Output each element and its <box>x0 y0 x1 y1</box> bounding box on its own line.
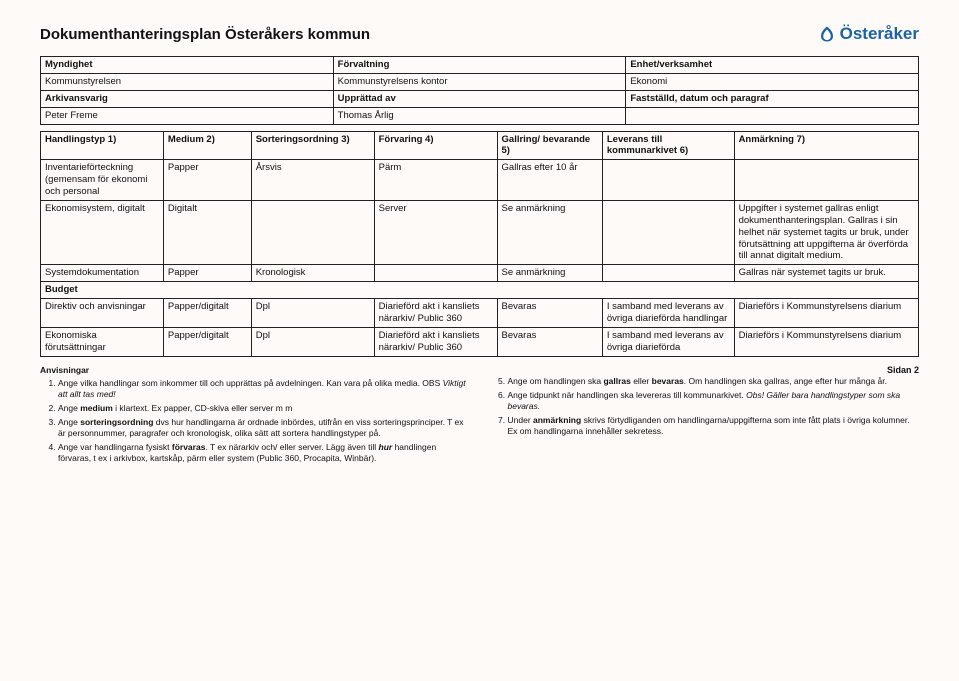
table-row: Direktiv och anvisningar Papper/digitalt… <box>41 299 919 328</box>
cell: Ekonomisystem, digitalt <box>41 200 164 264</box>
cell: Gallras efter 10 år <box>497 160 602 201</box>
cell: Inventarieförteckning (gemensam för ekon… <box>41 160 164 201</box>
footer-left: Anvisningar Ange vilka handlingar som in… <box>40 365 470 467</box>
label-enhet: Enhet/verksamhet <box>626 57 919 74</box>
cell: Server <box>374 200 497 264</box>
note-5: Ange om handlingen ska gallras eller bev… <box>508 376 920 387</box>
footer: Anvisningar Ange vilka handlingar som in… <box>40 365 919 467</box>
col-leverans: Leverans till kommunarkivet 6) <box>602 131 734 160</box>
table-row: Ekonomiska förutsättningar Papper/digita… <box>41 327 919 356</box>
label-forvaltning: Förvaltning <box>333 57 626 74</box>
brand-text: Österåker <box>840 24 919 44</box>
note-2: Ange medium i klartext. Ex papper, CD-sk… <box>58 403 470 414</box>
footer-heading: Anvisningar <box>40 365 470 376</box>
label-upprattad: Upprättad av <box>333 90 626 107</box>
col-forvaring: Förvaring 4) <box>374 131 497 160</box>
cell <box>734 160 918 201</box>
cell: Se anmärkning <box>497 265 602 282</box>
cell: Systemdokumentation <box>41 265 164 282</box>
col-gallring: Gallring/ bevarande 5) <box>497 131 602 160</box>
cell <box>602 200 734 264</box>
value-enhet: Ekonomi <box>626 73 919 90</box>
cell: I samband med leverans av övriga diarief… <box>602 327 734 356</box>
cell <box>251 200 374 264</box>
page-number: Sidan 2 <box>490 365 920 377</box>
col-sortering: Sorteringsordning 3) <box>251 131 374 160</box>
value-faststalld <box>626 107 919 124</box>
col-medium: Medium 2) <box>163 131 251 160</box>
cell: Diarieförd akt i kansliets närarkiv/ Pub… <box>374 299 497 328</box>
cell: Diarieförd akt i kansliets närarkiv/ Pub… <box>374 327 497 356</box>
value-forvaltning: Kommunstyrelsens kontor <box>333 73 626 90</box>
cell <box>602 160 734 201</box>
table-header-row: Handlingstyp 1) Medium 2) Sorteringsordn… <box>41 131 919 160</box>
cell: Papper/digitalt <box>163 299 251 328</box>
note-4: Ange var handlingarna fysiskt förvaras. … <box>58 442 470 464</box>
label-myndighet: Myndighet <box>41 57 334 74</box>
table-row: Inventarieförteckning (gemensam för ekon… <box>41 160 919 201</box>
note-1: Ange vilka handlingar som inkommer till … <box>58 378 470 400</box>
cell: Uppgifter i systemet gallras enligt doku… <box>734 200 918 264</box>
note-7: Under anmärkning skrivs förtydliganden o… <box>508 415 920 437</box>
col-handlingstyp: Handlingstyp 1) <box>41 131 164 160</box>
cell: Bevaras <box>497 299 602 328</box>
label-arkivansvarig: Arkivansvarig <box>41 90 334 107</box>
footer-right: Sidan 2 Ange om handlingen ska gallras e… <box>490 365 920 467</box>
main-table: Handlingstyp 1) Medium 2) Sorteringsordn… <box>40 131 919 357</box>
value-myndighet: Kommunstyrelsen <box>41 73 334 90</box>
table-row: Systemdokumentation Papper Kronologisk S… <box>41 265 919 282</box>
cell: Ekonomiska förutsättningar <box>41 327 164 356</box>
info-table: Myndighet Förvaltning Enhet/verksamhet K… <box>40 56 919 125</box>
cell: Diarieförs i Kommunstyrelsens diarium <box>734 299 918 328</box>
cell: Diarieförs i Kommunstyrelsens diarium <box>734 327 918 356</box>
page-title: Dokumenthanteringsplan Österåkers kommun <box>40 26 370 43</box>
cell: Direktiv och anvisningar <box>41 299 164 328</box>
cell: Papper/digitalt <box>163 327 251 356</box>
cell: Dpl <box>251 299 374 328</box>
value-upprattad: Thomas Årlig <box>333 107 626 124</box>
value-arkivansvarig: Peter Freme <box>41 107 334 124</box>
cell: Pärm <box>374 160 497 201</box>
table-row: Ekonomisystem, digitalt Digitalt Server … <box>41 200 919 264</box>
section-budget: Budget <box>41 282 919 299</box>
cell <box>374 265 497 282</box>
cell: Kronologisk <box>251 265 374 282</box>
label-faststalld: Fastställd, datum och paragraf <box>626 90 919 107</box>
cell: Se anmärkning <box>497 200 602 264</box>
cell: Dpl <box>251 327 374 356</box>
cell: Papper <box>163 160 251 201</box>
cell: Bevaras <box>497 327 602 356</box>
note-6: Ange tidpunkt när handlingen ska leverer… <box>508 390 920 412</box>
note-3: Ange sorteringsordning dvs hur handlinga… <box>58 417 470 439</box>
col-anmarkning: Anmärkning 7) <box>734 131 918 160</box>
cell: Årsvis <box>251 160 374 201</box>
cell: Papper <box>163 265 251 282</box>
brand-logo: Österåker <box>818 24 919 44</box>
cell: Digitalt <box>163 200 251 264</box>
section-label: Budget <box>41 282 919 299</box>
cell <box>602 265 734 282</box>
leaf-icon <box>818 25 836 43</box>
cell: Gallras när systemet tagits ur bruk. <box>734 265 918 282</box>
cell: I samband med leverans av övriga diarief… <box>602 299 734 328</box>
header: Dokumenthanteringsplan Österåkers kommun… <box>40 24 919 44</box>
